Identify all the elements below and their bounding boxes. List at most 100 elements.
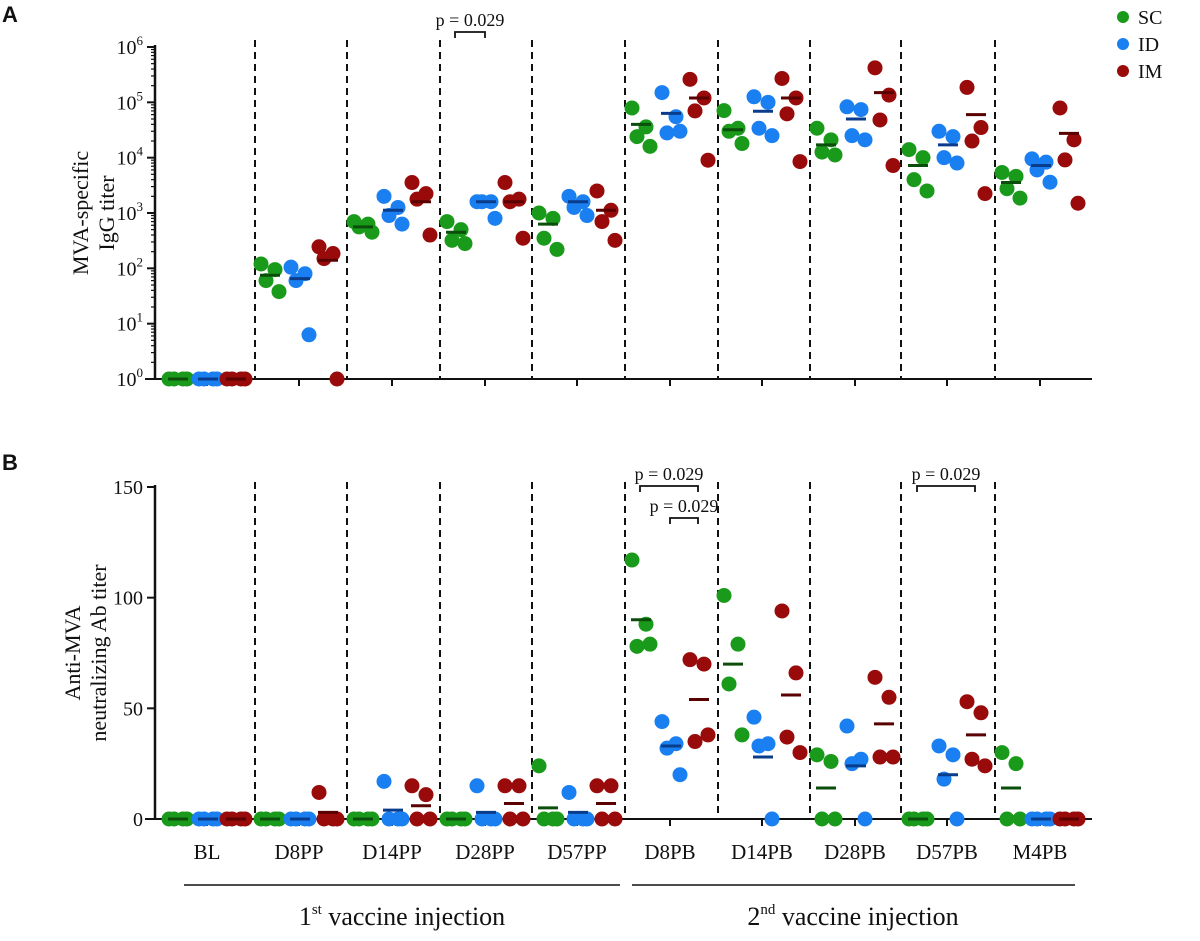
data-point-sc [531,758,547,774]
data-point-im [959,694,975,710]
data-point-im [682,652,698,668]
y-axis-label: IgG titer [94,175,119,251]
y-tick-label: 103 [117,199,144,225]
data-point-im [515,811,531,827]
panel-label-b: B [2,450,18,475]
data-point-id [672,767,688,783]
data-point-sc [915,150,931,166]
data-point-im [872,749,888,765]
data-point-sc [624,552,640,568]
data-point-id [746,89,762,105]
x-tick-label-d57pp: D57PP [547,840,607,864]
data-point-sc [814,144,830,160]
data-point-im [497,778,513,794]
data-point-sc [994,164,1010,180]
data-point-im [792,154,808,170]
y-tick-label: 100 [117,365,144,391]
data-point-id [764,811,780,827]
x-tick-label-d57pb: D57PB [916,840,978,864]
data-point-id [839,718,855,734]
data-point-sc [271,284,287,300]
y-tick-label: 0 [133,809,143,831]
x-tick-label-m4pb: M4PB [1013,840,1068,864]
data-point-im [329,371,345,387]
data-point-im [964,133,980,149]
data-point-im [687,103,703,119]
data-point-id [283,259,299,275]
y-tick-label: 50 [123,698,143,720]
data-point-id [376,188,392,204]
data-point-id [654,714,670,730]
data-point-im [881,689,897,705]
legend: SC ID IM [1117,7,1163,83]
data-point-im [418,787,434,803]
y-axis-label: MVA-specific [68,151,93,275]
data-point-id [566,811,582,827]
data-point-id [579,208,595,224]
panel-label-a: A [2,2,18,27]
data-point-sc [809,747,825,763]
data-point-im [687,734,703,750]
data-point-sc [1008,168,1024,184]
data-point-im [774,70,790,86]
y-tick-label: 106 [117,33,144,59]
data-point-id [659,125,675,141]
data-point-id [945,747,961,763]
data-point-im [511,778,527,794]
data-point-id [931,123,947,139]
data-point-im [607,232,623,248]
p-value-annotation: p = 0.029 [436,10,505,30]
data-point-id [301,327,317,343]
data-point-sc [919,183,935,199]
data-point-id [931,738,947,754]
x-tick-label-bl: BL [194,840,221,864]
data-point-im [404,175,420,191]
y-axis-label: Anti-MVA [60,605,85,700]
data-point-im [311,784,327,800]
data-point-sc [999,811,1015,827]
data-point-im [422,811,438,827]
data-point-id [764,128,780,144]
data-point-id [949,811,965,827]
data-point-im [603,778,619,794]
panel-b-chart: 0 50 100 150 Anti-MVA neutralizing Ab titer BL… [60,464,1092,864]
data-point-sc [906,172,922,188]
data-point-sc [531,205,547,221]
significance-bracket [916,485,976,492]
data-point-sc [1012,190,1028,206]
data-point-id [672,123,688,139]
data-point-sc [827,811,843,827]
data-point-id [394,811,410,827]
data-point-id [936,150,952,166]
y-tick-label: 105 [117,88,144,114]
data-point-im [1057,152,1073,168]
data-point-id [659,740,675,756]
second-injection-label: 2nd vaccine injection [747,902,958,931]
data-point-id [844,128,860,144]
data-point-im [497,175,513,191]
data-point-im [700,152,716,168]
data-point-im [1052,100,1068,116]
data-point-im [774,603,790,619]
data-point-im [779,729,795,745]
data-point-im [594,214,610,230]
data-point-im [329,811,345,827]
data-point-im [867,60,883,76]
data-point-id [487,811,503,827]
data-point-sc [730,636,746,652]
data-point-sc [734,727,750,743]
data-point-im [589,778,605,794]
data-point-im [700,727,716,743]
data-point-id [857,811,873,827]
data-point-im [959,79,975,95]
data-point-im [973,705,989,721]
y-tick-label: 104 [117,144,144,170]
data-point-sc [721,123,737,139]
data-point-id [844,756,860,772]
data-point-id [469,778,485,794]
legend-marker-id [1117,38,1129,50]
legend-label-sc: SC [1138,7,1162,29]
y-tick-label: 102 [117,254,144,280]
data-point-im [881,87,897,103]
data-point-sc [716,103,732,119]
